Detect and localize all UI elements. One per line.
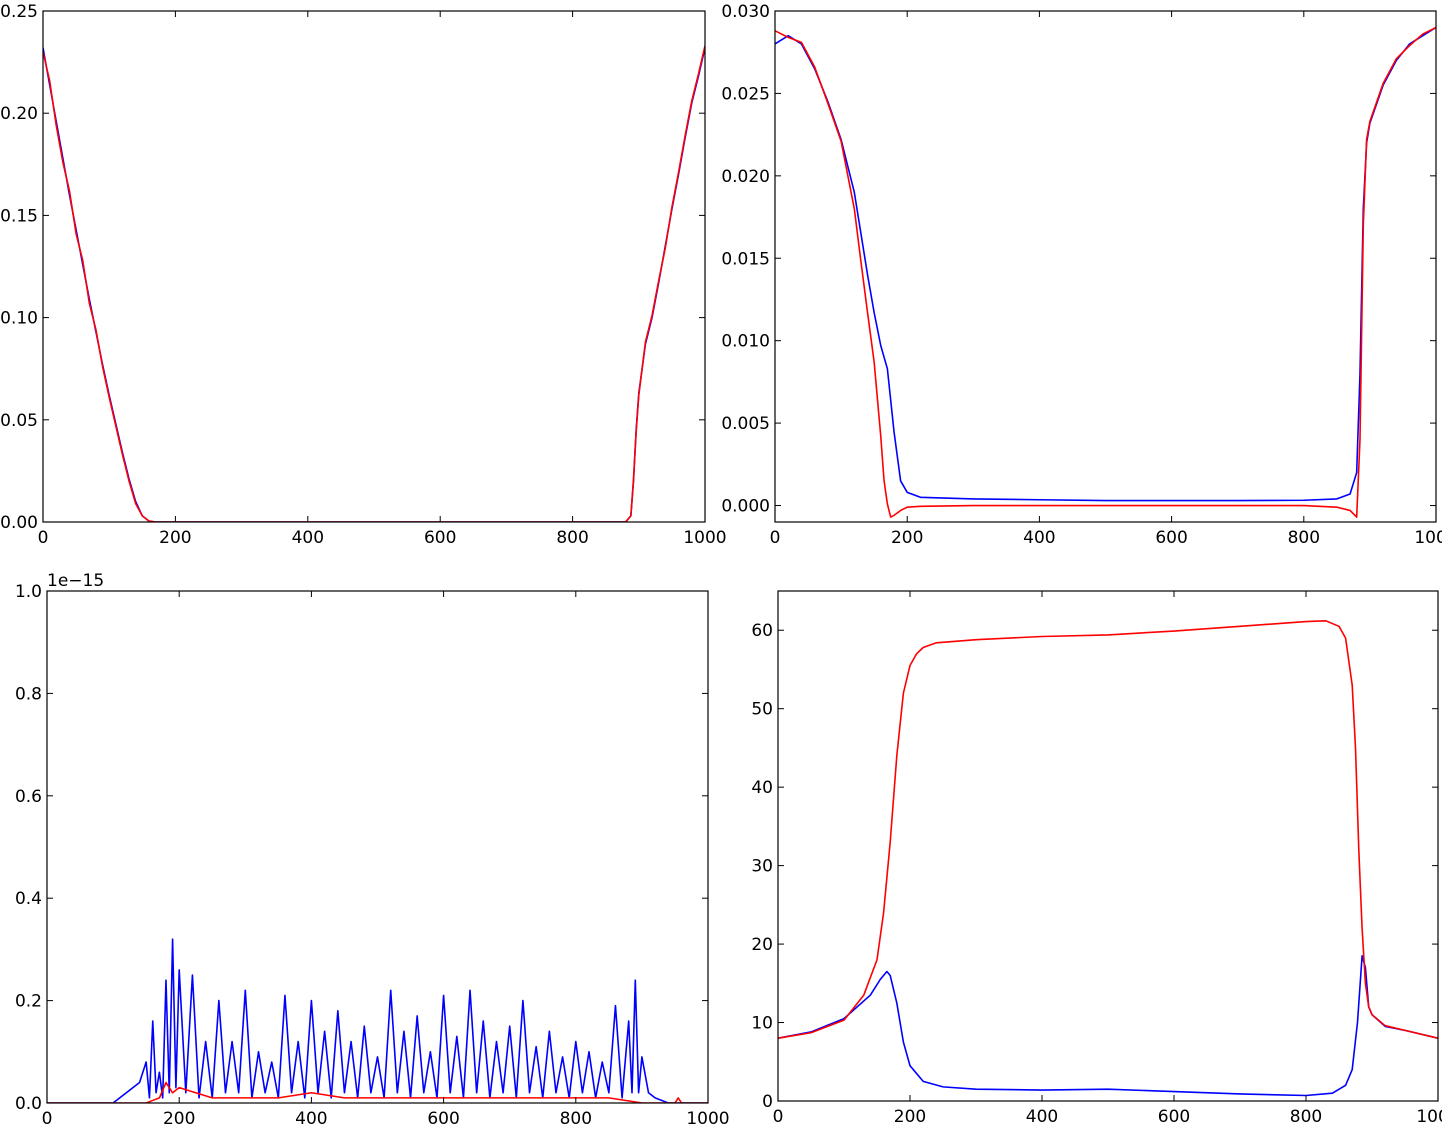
y-tick-label: 0.2: [15, 992, 42, 1012]
y-tick-label: 0.010: [721, 332, 770, 352]
x-tick-label: 400: [1023, 528, 1055, 548]
y-tick-label: 60: [751, 621, 773, 641]
x-tick-label: 200: [894, 1107, 926, 1126]
y-tick-label: 0.005: [721, 414, 770, 434]
series-line-red: [43, 45, 705, 522]
y-offset-label: 1e−15: [47, 571, 104, 591]
series-line-red: [775, 26, 1436, 518]
axes-frame: [42, 10, 706, 523]
y-tick-label: 0.030: [721, 2, 770, 22]
y-tick-label: 1.0: [15, 582, 42, 602]
series-line-blue: [43, 47, 705, 522]
subplot-top-right: 0 200 400 600 800 1000 0.000 0.005 0.010 0.015 0.0…: [721, 2, 1442, 548]
x-tick-label: 1000: [1414, 528, 1442, 548]
y-tick-label: 0.025: [721, 84, 770, 104]
subplot-bottom-right: 0 200 400 600 800 1000 0 10 20 30 40 50 60: [751, 590, 1442, 1126]
y-tick-label: 0.25: [0, 2, 38, 22]
y-tick-label: 0.0: [15, 1094, 42, 1114]
y-tick-label: 0.05: [0, 411, 38, 431]
series-line-red: [778, 620, 1438, 1040]
x-tick-label: 400: [292, 528, 324, 548]
axes-frame: [774, 10, 1437, 523]
x-tick-label: 0: [42, 1109, 53, 1126]
x-tick-label: 600: [424, 528, 456, 548]
x-tick-label: 1000: [683, 528, 726, 548]
y-tick-label: 0.10: [0, 309, 38, 329]
x-tick-label: 200: [163, 1109, 195, 1126]
subplot-top-left: 0 200 400 600 800 1000 0.00 0.05 0.10 0.15 0.20 0.2…: [0, 2, 726, 548]
axes-frame: [46, 590, 709, 1104]
y-tick-label: 0.15: [0, 206, 38, 226]
y-tick-label: 0.00: [0, 513, 38, 533]
x-tick-label: 800: [1288, 528, 1320, 548]
y-tick-label: 0.8: [15, 684, 42, 704]
y-tick-label: 0.4: [15, 889, 42, 909]
x-tick-label: 200: [891, 528, 923, 548]
x-tick-label: 600: [1158, 1107, 1190, 1126]
axes-frame: [777, 590, 1439, 1102]
x-tick-label: 800: [1290, 1107, 1322, 1126]
x-tick-label: 200: [159, 528, 191, 548]
y-tick-label: 40: [751, 778, 773, 798]
x-tick-label: 800: [556, 528, 588, 548]
x-tick-label: 0: [770, 528, 781, 548]
y-tick-label: 30: [751, 857, 773, 877]
x-tick-label: 800: [560, 1109, 592, 1126]
y-tick-label: 0.000: [721, 497, 770, 517]
y-tick-label: 0.20: [0, 104, 38, 124]
x-tick-label: 1000: [1416, 1107, 1442, 1126]
x-tick-label: 0: [773, 1107, 784, 1126]
x-tick-label: 400: [1026, 1107, 1058, 1126]
subplot-bottom-left: 0 200 400 600 800 1000 0.0 0.2 0.4 0.6 0.8 1.01e−15: [15, 571, 730, 1126]
series-line-blue: [47, 938, 708, 1103]
y-tick-label: 10: [751, 1014, 773, 1034]
x-tick-label: 1000: [686, 1109, 729, 1126]
series-line-blue: [775, 26, 1436, 502]
x-tick-label: 600: [427, 1109, 459, 1126]
y-tick-label: 0.015: [721, 249, 770, 269]
x-tick-label: 400: [295, 1109, 327, 1126]
x-tick-label: 600: [1155, 528, 1187, 548]
y-tick-label: 50: [751, 700, 773, 720]
y-tick-label: 0.020: [721, 167, 770, 187]
y-tick-label: 20: [751, 935, 773, 955]
series-line-red: [47, 1081, 708, 1103]
series-line-blue: [778, 955, 1438, 1097]
y-tick-label: 0.6: [15, 787, 42, 807]
x-tick-label: 0: [38, 528, 49, 548]
y-tick-label: 0: [762, 1092, 773, 1112]
